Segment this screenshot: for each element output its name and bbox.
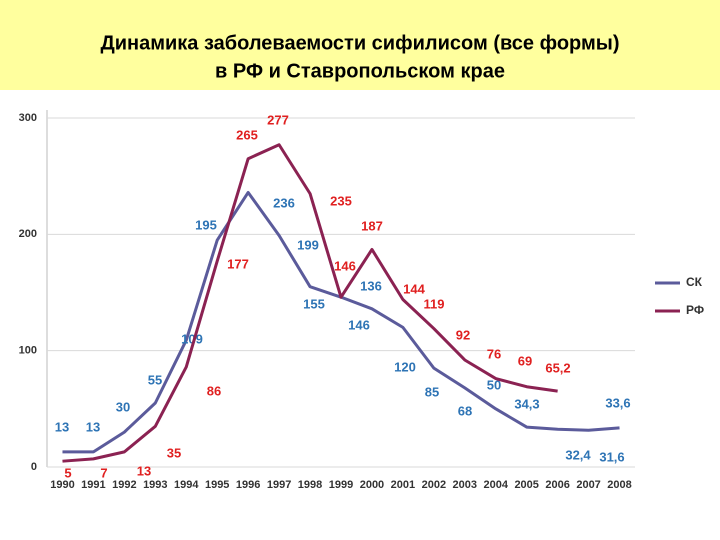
data-label: 187 [361, 218, 383, 233]
data-label: 69 [518, 353, 532, 368]
y-tick-label: 0 [31, 461, 37, 473]
x-tick-label: 1992 [112, 479, 136, 491]
x-tick-label: 2007 [576, 479, 600, 491]
x-tick-label: 1999 [329, 479, 353, 491]
data-label: 144 [403, 281, 425, 296]
data-label: 50 [487, 377, 501, 392]
x-tick-label: 2005 [514, 479, 538, 491]
x-tick-label: 2000 [360, 479, 384, 491]
x-tick-label: 1997 [267, 479, 291, 491]
data-label: 236 [273, 195, 295, 210]
data-label: 235 [330, 193, 352, 208]
data-label: 146 [348, 317, 370, 332]
data-label: 119 [424, 296, 445, 311]
data-label: 7 [100, 465, 107, 480]
x-tick-label: 1991 [81, 479, 105, 491]
x-tick-label: 1990 [50, 479, 74, 491]
data-label: 13 [55, 419, 69, 434]
data-label: 265 [236, 127, 258, 142]
data-label: 68 [458, 403, 472, 418]
y-tick-label: 300 [19, 112, 37, 124]
data-label: 146 [334, 258, 356, 273]
data-label: 120 [394, 359, 416, 374]
x-tick-label: 2004 [483, 479, 508, 491]
legend-label: СК [686, 275, 703, 289]
data-label: 30 [116, 399, 130, 414]
x-tick-label: 1996 [236, 479, 260, 491]
x-tick-label: 2003 [453, 479, 477, 491]
y-tick-label: 100 [19, 345, 37, 357]
x-tick-label: 2008 [607, 479, 631, 491]
series-line [62, 143, 558, 463]
data-label: 277 [267, 112, 289, 127]
data-label: 34,3 [514, 396, 539, 411]
data-label: 155 [303, 296, 325, 311]
data-label: 33,6 [605, 395, 630, 410]
data-label: 55 [148, 372, 162, 387]
data-label: 76 [487, 346, 501, 361]
data-label: 13 [86, 419, 100, 434]
x-tick-label: 1994 [174, 479, 199, 491]
x-tick-label: 2001 [391, 479, 415, 491]
data-label: 32,4 [565, 447, 591, 462]
x-tick-label: 1993 [143, 479, 167, 491]
data-label: 31,6 [599, 449, 624, 464]
data-label: 177 [227, 256, 249, 271]
data-label: 92 [456, 327, 470, 342]
chart-title: Динамика заболеваемости сифилисом (все ф… [100, 32, 619, 54]
data-label: 86 [207, 383, 221, 398]
legend-label: РФ [686, 303, 704, 317]
data-label: 65,2 [545, 360, 570, 375]
series-line [62, 190, 620, 454]
x-tick-label: 2002 [422, 479, 446, 491]
data-label: 136 [360, 278, 382, 293]
data-label: 35 [167, 445, 181, 460]
y-tick-label: 200 [19, 228, 37, 240]
data-label: 109 [181, 331, 203, 346]
data-label: 195 [195, 217, 217, 232]
x-tick-label: 1998 [298, 479, 322, 491]
data-label: 13 [137, 463, 151, 478]
x-tick-label: 2006 [545, 479, 569, 491]
header-band [0, 0, 720, 90]
data-label: 5 [64, 465, 71, 480]
x-tick-label: 1995 [205, 479, 229, 491]
data-label: 85 [425, 384, 439, 399]
data-label: 199 [297, 237, 319, 252]
chart-subtitle: в РФ и Ставропольском крае [215, 60, 505, 82]
